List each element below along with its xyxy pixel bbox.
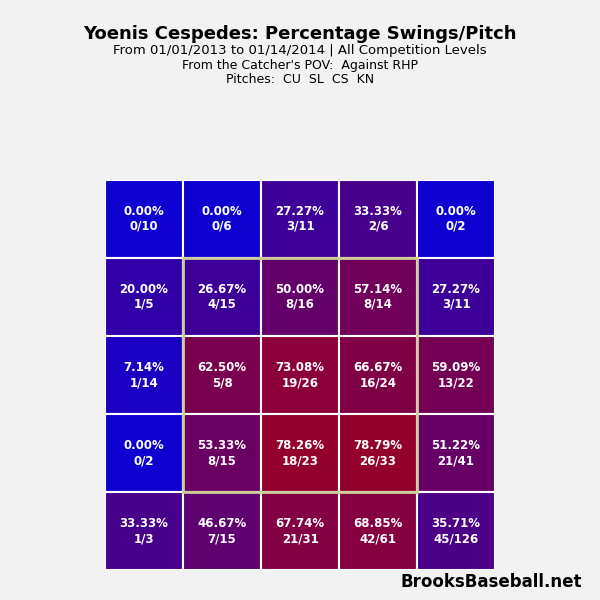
- Text: 67.74%
21/31: 67.74% 21/31: [275, 517, 325, 545]
- Text: 7.14%
1/14: 7.14% 1/14: [124, 361, 164, 389]
- Text: 27.27%
3/11: 27.27% 3/11: [275, 205, 325, 233]
- Bar: [183, 180, 261, 258]
- Bar: [183, 336, 261, 414]
- Text: 0.00%
0/6: 0.00% 0/6: [202, 205, 242, 233]
- Text: 0.00%
0/2: 0.00% 0/2: [436, 205, 476, 233]
- Text: 26.67%
4/15: 26.67% 4/15: [197, 283, 247, 311]
- Text: 51.22%
21/41: 51.22% 21/41: [431, 439, 481, 467]
- Bar: [261, 336, 339, 414]
- Text: 33.33%
2/6: 33.33% 2/6: [353, 205, 403, 233]
- Bar: [183, 414, 261, 492]
- Text: Yoenis Cespedes: Percentage Swings/Pitch: Yoenis Cespedes: Percentage Swings/Pitch: [83, 25, 517, 43]
- Bar: [183, 492, 261, 570]
- Text: 0.00%
0/10: 0.00% 0/10: [124, 205, 164, 233]
- Text: 68.85%
42/61: 68.85% 42/61: [353, 517, 403, 545]
- Bar: [339, 414, 417, 492]
- Bar: [105, 180, 183, 258]
- Text: 62.50%
5/8: 62.50% 5/8: [197, 361, 247, 389]
- Bar: [417, 414, 495, 492]
- Text: 78.26%
18/23: 78.26% 18/23: [275, 439, 325, 467]
- Text: 78.79%
26/33: 78.79% 26/33: [353, 439, 403, 467]
- Text: Pitches:  CU  SL  CS  KN: Pitches: CU SL CS KN: [226, 73, 374, 86]
- Text: 27.27%
3/11: 27.27% 3/11: [431, 283, 481, 311]
- Bar: [417, 180, 495, 258]
- Bar: [417, 492, 495, 570]
- Bar: [105, 336, 183, 414]
- Text: 0.00%
0/2: 0.00% 0/2: [124, 439, 164, 467]
- Text: From the Catcher's POV:  Against RHP: From the Catcher's POV: Against RHP: [182, 59, 418, 73]
- Bar: [105, 492, 183, 570]
- Text: 20.00%
1/5: 20.00% 1/5: [119, 283, 169, 311]
- Bar: [183, 258, 417, 492]
- Text: From 01/01/2013 to 01/14/2014 | All Competition Levels: From 01/01/2013 to 01/14/2014 | All Comp…: [113, 44, 487, 58]
- Bar: [261, 180, 339, 258]
- Text: 50.00%
8/16: 50.00% 8/16: [275, 283, 325, 311]
- Bar: [183, 258, 261, 336]
- Text: 57.14%
8/14: 57.14% 8/14: [353, 283, 403, 311]
- Bar: [417, 258, 495, 336]
- Text: 33.33%
1/3: 33.33% 1/3: [119, 517, 169, 545]
- Bar: [339, 336, 417, 414]
- Text: 35.71%
45/126: 35.71% 45/126: [431, 517, 481, 545]
- Bar: [417, 336, 495, 414]
- Bar: [339, 492, 417, 570]
- Bar: [261, 414, 339, 492]
- Text: 66.67%
16/24: 66.67% 16/24: [353, 361, 403, 389]
- Text: 53.33%
8/15: 53.33% 8/15: [197, 439, 247, 467]
- Bar: [339, 180, 417, 258]
- Bar: [339, 258, 417, 336]
- Text: 73.08%
19/26: 73.08% 19/26: [275, 361, 325, 389]
- Text: 59.09%
13/22: 59.09% 13/22: [431, 361, 481, 389]
- Bar: [261, 258, 339, 336]
- Text: BrooksBaseball.net: BrooksBaseball.net: [401, 573, 582, 591]
- Bar: [105, 258, 183, 336]
- Text: 46.67%
7/15: 46.67% 7/15: [197, 517, 247, 545]
- Bar: [261, 492, 339, 570]
- Bar: [105, 414, 183, 492]
